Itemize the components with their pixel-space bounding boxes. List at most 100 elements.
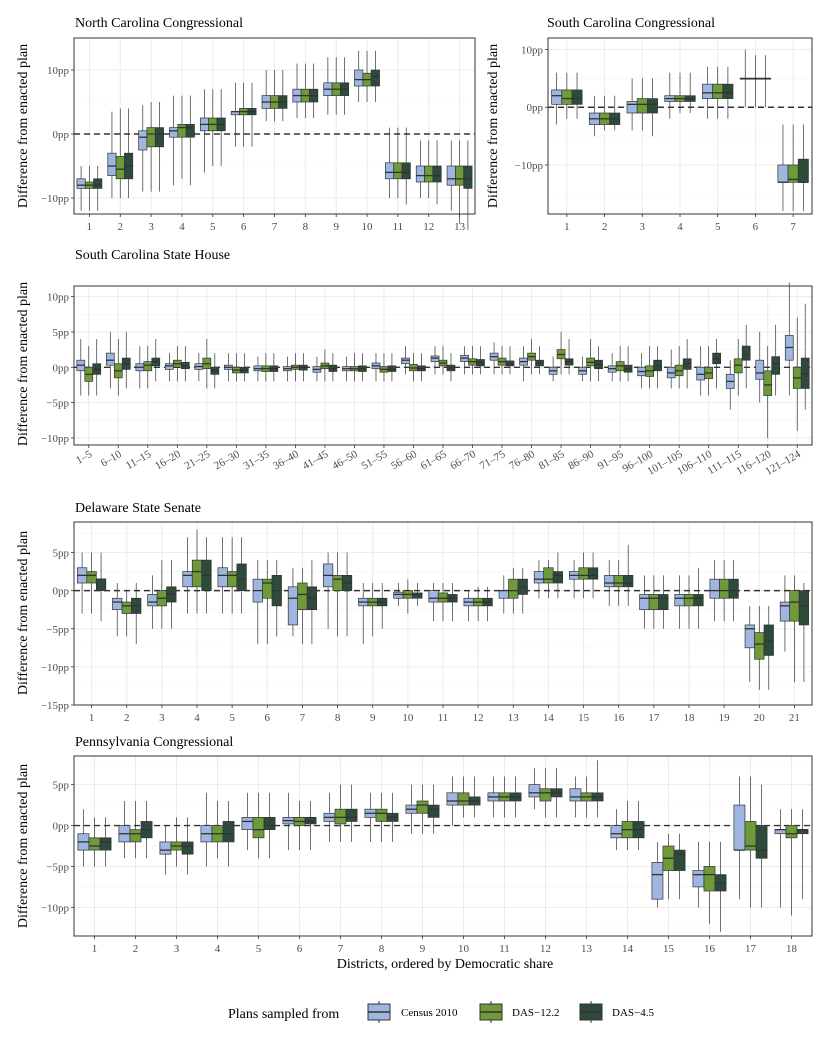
box-census-41–45 — [312, 356, 322, 382]
y-tick-label: 0pp — [527, 102, 544, 114]
box-census-15 — [651, 841, 664, 908]
box-iqr — [569, 788, 582, 802]
box-iqr — [728, 578, 739, 599]
x-tick-label: 16 — [613, 712, 625, 724]
box-das45-21–25 — [210, 353, 220, 389]
box-das12-21–25 — [202, 339, 212, 389]
x-tick-label: 12 — [540, 943, 551, 955]
box-das12-16 — [613, 560, 624, 606]
box-das12-4 — [211, 801, 224, 859]
box-iqr — [785, 825, 798, 839]
box-iqr — [287, 586, 299, 626]
box-das45-26–30 — [239, 353, 249, 382]
box-iqr — [604, 575, 615, 588]
box-iqr — [217, 567, 228, 588]
box-das45-5 — [722, 66, 734, 119]
y-tick-label: −5pp — [46, 624, 69, 636]
box-das12-1–5 — [84, 346, 94, 396]
x-tick-label: 14 — [622, 943, 634, 955]
box-census-71–75 — [489, 342, 499, 375]
y-tick-label: −10pp — [515, 160, 544, 172]
x-tick-label: 13 — [508, 712, 520, 724]
box-iqr — [789, 590, 800, 622]
box-das45-3 — [154, 102, 164, 192]
x-tick-label: 1 — [87, 221, 93, 233]
box-das12-10 — [362, 50, 372, 102]
box-census-86–90 — [578, 356, 587, 382]
x-tick-label: 10 — [402, 712, 414, 724]
box-iqr — [798, 590, 810, 626]
y-tick-label: 0pp — [53, 129, 70, 141]
panel-border — [73, 285, 813, 446]
box-iqr — [143, 361, 153, 372]
x-tick-label: 3 — [640, 221, 646, 233]
y-tick-label: −10pp — [41, 902, 70, 914]
box-iqr — [241, 817, 254, 830]
box-census-17 — [639, 575, 650, 629]
box-das12-5 — [252, 792, 265, 859]
box-census-121–124 — [784, 282, 794, 396]
box-census-111–115 — [725, 360, 735, 410]
box-iqr — [385, 162, 395, 180]
panel-sc-congressional: South Carolina Congressional Difference … — [486, 16, 813, 233]
box-iqr — [457, 792, 470, 806]
x-tick-label: 11 — [438, 712, 449, 724]
box-census-5 — [702, 66, 713, 119]
box-iqr — [159, 841, 172, 855]
box-das45-3 — [181, 817, 194, 875]
x-tick-label: 12 — [423, 221, 434, 233]
box-das12-13 — [580, 776, 593, 818]
box-iqr — [552, 571, 564, 584]
box-census-21 — [779, 575, 791, 652]
box-iqr — [236, 563, 247, 591]
box-das45-41–45 — [328, 353, 338, 382]
y-tick-label: −15pp — [41, 700, 70, 712]
box-das12-11 — [437, 583, 449, 622]
box-das45-111–115 — [741, 324, 751, 389]
box-das45-12 — [482, 586, 493, 622]
box-iqr — [76, 178, 86, 189]
box-das45-101–105 — [682, 339, 692, 389]
x-tick-label: 8 — [335, 712, 341, 724]
box-das12-4 — [674, 72, 686, 114]
x-tick-label: 15 — [663, 943, 675, 955]
box-das45-86–90 — [594, 346, 603, 382]
box-das45-9 — [340, 57, 350, 115]
legend: Plans sampled from Census 2010 DAS−12.2 … — [228, 1001, 654, 1023]
x-tick-label: 15 — [578, 712, 590, 724]
box-das45-8 — [341, 552, 353, 637]
box-das45-11 — [447, 583, 458, 622]
panel-border — [73, 37, 476, 215]
box-das12-6–10 — [113, 339, 123, 396]
box-iqr — [227, 571, 238, 588]
box-iqr — [626, 101, 638, 114]
legend-item-das12: DAS−12.2 — [479, 1001, 559, 1023]
y-tick-label: −10pp — [41, 193, 70, 205]
box-das12-11 — [498, 776, 511, 818]
box-das45-2 — [131, 583, 142, 644]
x-tick-label: 11 — [393, 221, 404, 233]
plot-area: −10pp 0pp 10pp 1 2 3 4 5 6 7 — [515, 37, 813, 233]
box-iqr — [107, 152, 117, 176]
box-das45-6 — [304, 801, 317, 851]
x-tick-label: 1 — [92, 943, 98, 955]
y-tick-label: 0pp — [53, 362, 70, 374]
box-das12-106–110 — [704, 346, 714, 396]
box-iqr — [610, 825, 623, 839]
box-iqr — [693, 594, 704, 607]
box-iqr — [121, 601, 132, 614]
box-iqr — [169, 127, 179, 138]
box-iqr — [428, 590, 439, 603]
legend-label-das45: DAS−4.5 — [612, 1007, 654, 1019]
y-tick-label: 0pp — [53, 586, 70, 598]
x-tick-label: 9 — [420, 943, 426, 955]
box-das45-91–95 — [623, 346, 633, 382]
box-das45-8 — [386, 792, 399, 842]
box-iqr — [561, 89, 573, 105]
box-das45-4 — [684, 72, 696, 114]
box-iqr — [674, 594, 685, 607]
box-iqr — [613, 575, 624, 588]
box-iqr — [387, 365, 397, 372]
box-das45-3 — [647, 78, 658, 137]
